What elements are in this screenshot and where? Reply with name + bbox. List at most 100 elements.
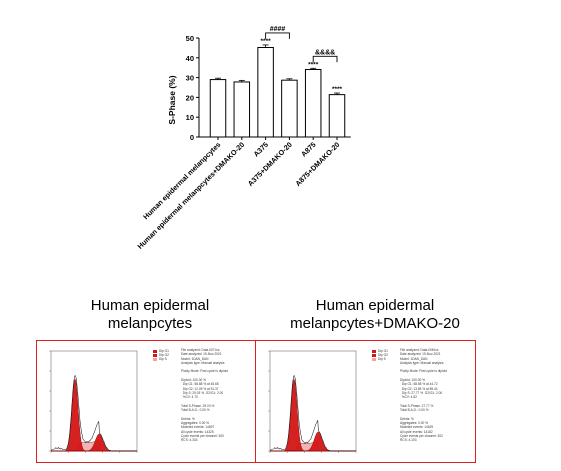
bars [209, 44, 346, 140]
stats-line: Model: 1DAN_DAN [181, 356, 209, 361]
raw-histogram-line [50, 374, 138, 452]
stats-line: Ploidy Mode: First cycle is diploid [181, 369, 228, 374]
stats-line: Aggregates: 0.00 % [181, 421, 209, 426]
stats-line: Date analyzed: 19-Nov-2021 [400, 352, 441, 357]
stats-line: Total S-Phase: 27.77 % [400, 403, 434, 408]
panel-title-right-line2: melanpcytes+DMAKO-20 [290, 315, 460, 332]
significance-stars: **** [308, 61, 319, 68]
stats-line: File analyzed: Data.008.fcs [400, 348, 439, 352]
bar [281, 79, 298, 138]
stats-line: %CV: 4.70 [181, 395, 198, 400]
analysis-stats-left: File analyzed: Data.007.fcs Date analyzed… [181, 348, 256, 443]
stats-line: Modeled events: 14629 [400, 425, 434, 430]
legend-entry: Dip G2 [153, 353, 169, 357]
stats-line: Dip S: 29.03 % G2/G1: 2.00 [181, 390, 224, 395]
histogram-legend-right: Dip G1 Dip G2 Dip S [372, 349, 388, 361]
stats-line: Analysis type: Manual analysis [400, 360, 444, 365]
dna-histogram-right [268, 350, 357, 453]
flow-histogram-panel-left: Dip G1 Dip G2 Dip S File analyzed: Data.00… [36, 340, 257, 463]
stats-line: Cycle events per channel: 300 [181, 433, 224, 438]
raw-histogram-line [269, 374, 357, 452]
comparison-label: #### [270, 26, 286, 33]
significance-marks: **** **** **** #### &&&& [261, 26, 343, 93]
x-tick-label: A875+DMAKO-20 [293, 140, 341, 188]
stats-line: Ploidy Mode: First cycle is diploid [400, 369, 447, 374]
stats-line: Model: 1DAN_DAN [400, 356, 428, 361]
bar [209, 79, 227, 138]
histogram-axes [50, 350, 138, 452]
legend-swatch [372, 353, 376, 357]
bar [257, 47, 274, 138]
significance-stars: **** [261, 38, 272, 45]
legend-swatch [153, 353, 157, 357]
legend-swatch [153, 357, 157, 361]
y-tick-label: 20 [186, 93, 194, 102]
stats-line: Dip G1: 58.58 % at 44.72 [400, 382, 438, 387]
g1-peak-area [51, 379, 137, 452]
y-tick-label: 50 [186, 34, 194, 43]
legend-swatch [372, 357, 376, 361]
stats-line: Diploid: 100.00 % [181, 378, 206, 383]
y-tick-label: 30 [186, 74, 194, 83]
panel-title-left: Human epidermal melanpcytes [40, 297, 260, 333]
stats-line: Aggregates: 0.00 % [400, 421, 428, 426]
x-tick-label: A375 [251, 140, 270, 159]
legend-entry: Dip G1 [153, 349, 169, 353]
x-tick-label: A375+DMAKO-20 [246, 140, 294, 188]
stats-line: Analysis type: Manual analysis [181, 360, 225, 365]
legend-label: Dip G2 [159, 353, 169, 357]
flow-histogram-panel-right: Dip G1 Dip G2 Dip S File analyzed: Data.00… [255, 340, 476, 463]
stats-line: Total B.A.D.: 0.00 % [400, 408, 429, 413]
legend-entry: Dip S [153, 357, 169, 361]
bar [304, 68, 322, 138]
g1-peak-area [270, 379, 356, 452]
stats-line: Debris: % [400, 416, 414, 421]
legend-label: Dip G2 [378, 353, 388, 357]
panel-title-left-line2: melanpcytes [107, 315, 193, 332]
significance-stars: **** [332, 86, 343, 93]
s-phase-bar-chart: 0 10 20 30 40 50 Human epidermal melanpcytesH… [135, 26, 351, 251]
panel-title-left-line1: Human epidermal [90, 297, 210, 314]
legend-swatch [153, 349, 157, 353]
legend-entry: Dip G1 [372, 349, 388, 353]
y-axis-label: S-Phase (%) [167, 75, 177, 124]
stats-line: RCS: 4.334 [181, 438, 198, 443]
analysis-stats-right: File analyzed: Data.008.fcs Date analyzed… [400, 348, 475, 443]
bar [328, 94, 346, 138]
y-tick-label: 40 [186, 54, 194, 63]
stats-line: Total S-Phase: 29.03 % [181, 403, 215, 408]
legend-entry: Dip G2 [372, 353, 388, 357]
legend-label: Dip G1 [378, 349, 388, 353]
histogram-axes [269, 350, 357, 452]
stats-line: All cycle events: 14325 [181, 429, 214, 434]
comparison-label: &&&& [315, 49, 335, 56]
stats-line: %CV: 4.62 [400, 395, 417, 400]
stats-line: All cycle events: 14182 [400, 429, 433, 434]
stats-line: Cycle events per channel: 302 [400, 433, 443, 438]
comparison-bracket [312, 55, 338, 63]
histogram-legend-left: Dip G1 Dip G2 Dip S [153, 349, 169, 361]
stats-line: RCS: 4.103 [400, 438, 417, 443]
panel-title-right-line1: Human epidermal [315, 297, 435, 314]
legend-swatch [372, 349, 376, 353]
stats-line: Debris: % [181, 416, 195, 421]
legend-label: Dip G1 [159, 349, 169, 353]
legend-label: Dip S [378, 357, 386, 361]
stats-line: Date analyzed: 19-Nov-2021 [181, 352, 222, 357]
g2-peak-area [270, 431, 356, 452]
stats-line: Dip S: 27.77 % G2/G1: 2.00 [400, 390, 443, 395]
y-tick-label: 0 [190, 133, 194, 142]
stats-line: Dip G2: 13.65 % at 89.44 [400, 386, 438, 391]
stats-line: Modeled events: 14697 [181, 425, 215, 430]
stats-line: Diploid: 100.00 % [400, 378, 425, 383]
y-tick-label: 10 [186, 113, 194, 122]
bar [233, 81, 251, 138]
dna-histogram-left [49, 350, 138, 453]
legend-entry: Dip S [372, 357, 388, 361]
stats-line: Total B.A.D.: 0.00 % [181, 408, 210, 413]
stats-line: Dip G2: 12.09 % at 91.37 [181, 386, 219, 391]
legend-label: Dip S [159, 357, 167, 361]
comparison-bracket [265, 32, 290, 39]
stats-line: File analyzed: Data.007.fcs [181, 348, 220, 352]
